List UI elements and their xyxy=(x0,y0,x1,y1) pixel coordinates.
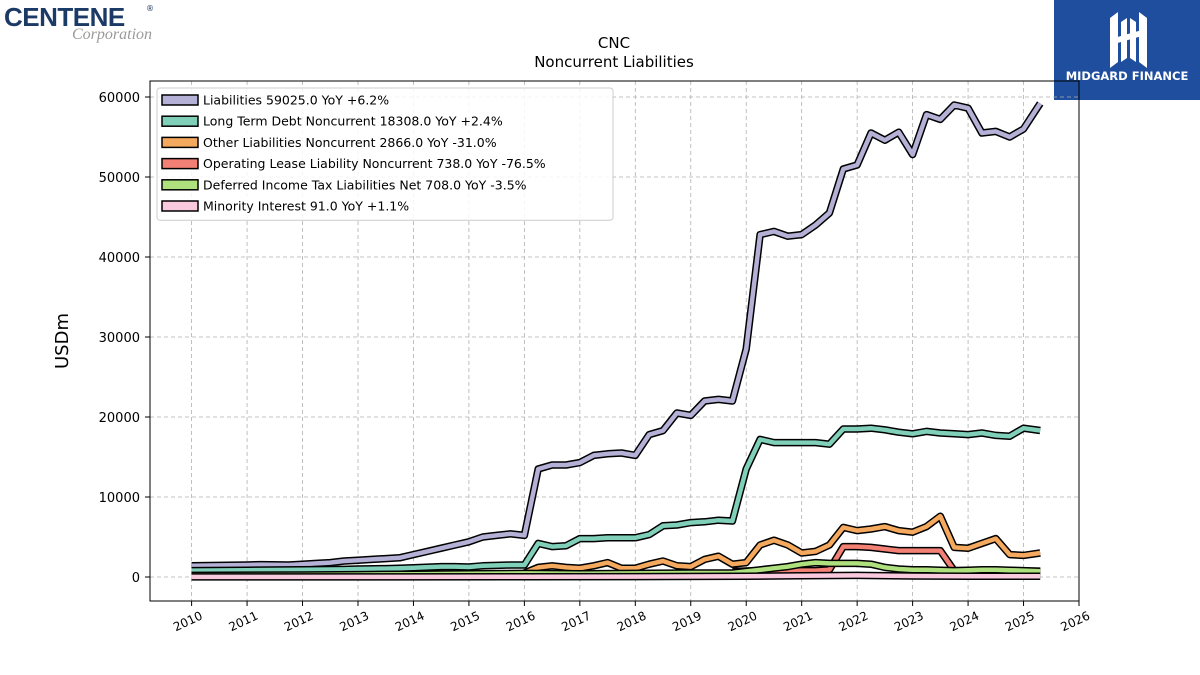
registered-mark-icon: ® xyxy=(146,4,154,13)
legend-swatch xyxy=(161,179,199,191)
midgard-emblem-icon xyxy=(1110,12,1147,68)
x-tick-label: 2020 xyxy=(726,609,760,635)
y-tick-label: 10000 xyxy=(99,491,140,506)
x-axis: 2010 2011 2012 2013 2014 2015 2016 2017 2018 2019… xyxy=(171,601,1092,634)
series-minority-interest xyxy=(191,571,1041,581)
y-axis-label: USDm xyxy=(52,313,73,369)
legend-entry: Long Term Debt Noncurrent 18308.0 YoY +2… xyxy=(161,114,503,129)
x-tick-label: 2022 xyxy=(837,609,871,635)
publisher-name: MIDGARD FINANCE xyxy=(1065,69,1189,83)
legend-label: Minority Interest 91.0 YoY +1.1% xyxy=(203,199,409,214)
legend-swatch xyxy=(161,115,199,127)
legend-entry: Minority Interest 91.0 YoY +1.1% xyxy=(161,199,409,214)
midgard-finance-logo: MIDGARD FINANCE xyxy=(1054,0,1200,100)
legend-swatch xyxy=(161,200,199,212)
legend-label: Other Liabilities Noncurrent 2866.0 YoY … xyxy=(203,135,497,150)
legend-label: Deferred Income Tax Liabilities Net 708.… xyxy=(203,177,527,192)
legend-entry: Operating Lease Liability Noncurrent 738… xyxy=(161,156,546,171)
legend: Liabilities 59025.0 YoY +6.2% Long Term D… xyxy=(156,87,614,221)
series-lines xyxy=(191,101,1044,581)
series-line xyxy=(191,573,1041,580)
x-tick-label: 2021 xyxy=(781,609,815,635)
chart-subtitle: Noncurrent Liabilities xyxy=(534,53,694,71)
company-suffix: Corporation xyxy=(72,26,153,43)
legend-entry: Deferred Income Tax Liabilities Net 708.… xyxy=(161,177,527,192)
series-line xyxy=(191,102,1043,569)
legend-label: Liabilities 59025.0 YoY +6.2% xyxy=(203,93,389,108)
x-tick-label: 2017 xyxy=(559,609,593,635)
legend-label: Long Term Debt Noncurrent 18308.0 YoY +2… xyxy=(203,114,503,129)
x-tick-label: 2014 xyxy=(393,609,427,635)
x-tick-label: 2018 xyxy=(615,609,649,635)
y-tick-label: 60000 xyxy=(99,91,140,106)
centene-logo: CENTENE ® Corporation xyxy=(4,2,174,46)
y-tick-label: 50000 xyxy=(99,171,140,186)
series-line xyxy=(523,513,1041,576)
legend-entry: Other Liabilities Noncurrent 2866.0 YoY … xyxy=(161,135,497,150)
x-tick-label: 2016 xyxy=(504,609,538,635)
plot-frame xyxy=(149,80,1080,602)
series-other-liabilities-noncurrent xyxy=(522,512,1041,577)
legend-swatch xyxy=(161,157,199,170)
x-tick-label: 2013 xyxy=(337,609,371,635)
x-tick-label: 2023 xyxy=(892,609,926,635)
x-tick-label: 2025 xyxy=(1003,609,1037,635)
y-tick-label: 20000 xyxy=(99,411,140,426)
x-tick-label: 2019 xyxy=(670,609,704,635)
legend-swatch xyxy=(161,94,199,106)
series-long-term-debt-noncurrent xyxy=(191,424,1041,575)
x-tick-label: 2011 xyxy=(227,609,261,635)
x-tick-label: 2012 xyxy=(282,609,316,635)
legend-label: Operating Lease Liability Noncurrent 738… xyxy=(203,156,546,171)
chart-title: CNC xyxy=(598,34,630,52)
y-axis: 0 10000 20000 30000 40000 50000 60000 xyxy=(99,91,150,586)
x-tick-label: 2010 xyxy=(171,609,205,635)
series-liabilities xyxy=(191,101,1044,570)
x-tick-label: 2015 xyxy=(448,609,482,635)
legend-swatch xyxy=(161,136,199,149)
y-tick-label: 0 xyxy=(132,571,140,586)
legend-box xyxy=(156,87,614,221)
x-tick-label: 2024 xyxy=(948,609,982,635)
legend-entry: Liabilities 59025.0 YoY +6.2% xyxy=(161,93,389,108)
y-tick-label: 40000 xyxy=(99,251,140,266)
y-tick-label: 30000 xyxy=(99,331,140,346)
company-name: CENTENE xyxy=(4,2,125,32)
series-line xyxy=(191,425,1041,573)
x-tick-label: 2026 xyxy=(1059,609,1093,635)
